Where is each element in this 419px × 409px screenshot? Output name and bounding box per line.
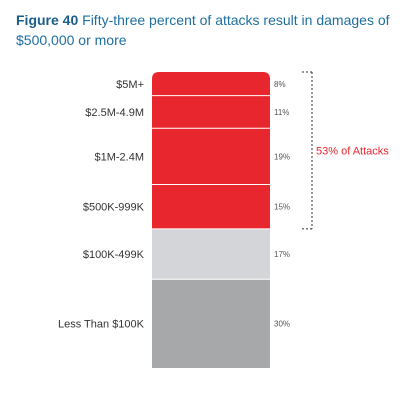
- title-line-1: Fifty-three percent of attacks result in…: [82, 12, 390, 28]
- value-label: 8%: [274, 80, 286, 89]
- figure-title: Figure 40 Fifty-three percent of attacks…: [16, 10, 406, 50]
- bar-segments: [152, 72, 270, 368]
- bar-segment: [152, 279, 270, 368]
- category-label: $2.5M-4.9M: [85, 107, 144, 119]
- bar-segment: [152, 128, 270, 185]
- category-label: $1M-2.4M: [94, 151, 144, 163]
- category-label: Less Than $100K: [58, 319, 145, 331]
- bar-segment: [152, 228, 270, 280]
- value-label: 17%: [274, 250, 290, 259]
- category-label: $500K-999K: [83, 202, 145, 214]
- value-label: 11%: [274, 108, 289, 117]
- bar-segment: [152, 184, 270, 229]
- value-label: 19%: [274, 152, 290, 161]
- category-label: $5M+: [116, 79, 144, 91]
- figure-label: Figure 40: [16, 12, 79, 28]
- bar-segment: [152, 72, 270, 96]
- category-label: $100K-499K: [83, 249, 145, 261]
- annotation-label: 53% of Attacks: [316, 145, 389, 157]
- value-label: 15%: [274, 203, 290, 212]
- value-label: 30%: [274, 320, 290, 329]
- title-line-2: $500,000 or more: [16, 32, 127, 48]
- bar-segment: [152, 95, 270, 129]
